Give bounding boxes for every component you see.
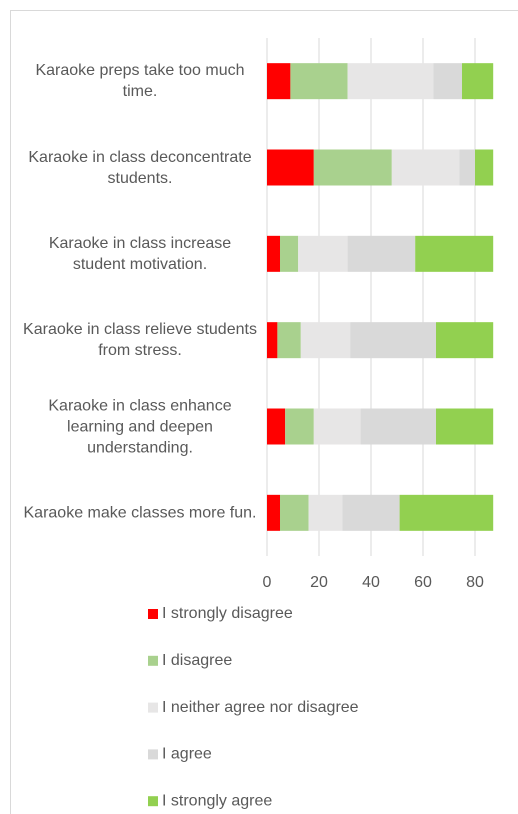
legend-label: I disagree xyxy=(162,652,232,669)
bar-segment xyxy=(267,408,286,445)
bar-segment xyxy=(308,494,343,531)
bar-segment xyxy=(350,322,436,359)
bar-segment xyxy=(342,494,400,531)
bar-segment xyxy=(347,63,434,100)
bar-segment xyxy=(285,408,314,445)
bar-segment xyxy=(280,235,299,272)
bar-segment xyxy=(436,322,494,359)
bar-segment xyxy=(277,322,301,359)
category-label: Karaoke make classes more fun. xyxy=(23,504,257,522)
legend-swatch xyxy=(148,749,158,760)
category-label: Karaoke in class relieve students from s… xyxy=(23,321,257,360)
frame xyxy=(10,10,518,814)
bar-segment xyxy=(313,408,361,445)
legend-label: I strongly agree xyxy=(162,792,272,809)
category-label: Karaoke in class deconcentrate students. xyxy=(28,148,252,187)
bar-segment xyxy=(347,235,416,272)
bar-segment xyxy=(399,494,494,531)
category-label: Karaoke in class enhance learning and de… xyxy=(48,397,232,456)
bar-segment xyxy=(475,149,494,186)
bar-segment xyxy=(267,322,278,359)
bar-segment xyxy=(360,408,436,445)
bar-segment xyxy=(459,149,475,186)
bar-segment xyxy=(462,63,494,100)
legend-label: I neither agree nor disagree xyxy=(162,699,359,716)
x-tick-label: 60 xyxy=(414,574,432,591)
bar-segment xyxy=(267,235,280,272)
bar-segment xyxy=(267,494,280,531)
legend-swatch xyxy=(148,796,158,807)
bar-segment xyxy=(300,322,351,359)
legend-swatch xyxy=(148,609,158,619)
bar-segment xyxy=(436,408,494,445)
x-tick-label: 40 xyxy=(362,574,380,591)
legend-swatch xyxy=(148,702,158,713)
bar-segment xyxy=(290,63,348,100)
bar-segment xyxy=(280,494,309,531)
bar-segment xyxy=(267,149,314,186)
bar-segment xyxy=(433,63,462,100)
bar-segment xyxy=(298,235,348,272)
x-tick-label: 20 xyxy=(310,574,328,591)
x-tick-label: 0 xyxy=(263,574,272,591)
legend-label: I agree xyxy=(162,746,212,763)
legend-swatch xyxy=(148,655,158,666)
bar-segment xyxy=(313,149,392,186)
bar-segment xyxy=(391,149,460,186)
legend-label: I strongly disagree xyxy=(162,605,293,622)
x-tick-label: 80 xyxy=(466,574,484,591)
category-label: Karaoke in class increase student motiva… xyxy=(48,234,232,273)
bar-segment xyxy=(415,235,494,272)
bar-segment xyxy=(267,63,291,100)
category-label: Karaoke preps take too much time. xyxy=(35,62,245,101)
